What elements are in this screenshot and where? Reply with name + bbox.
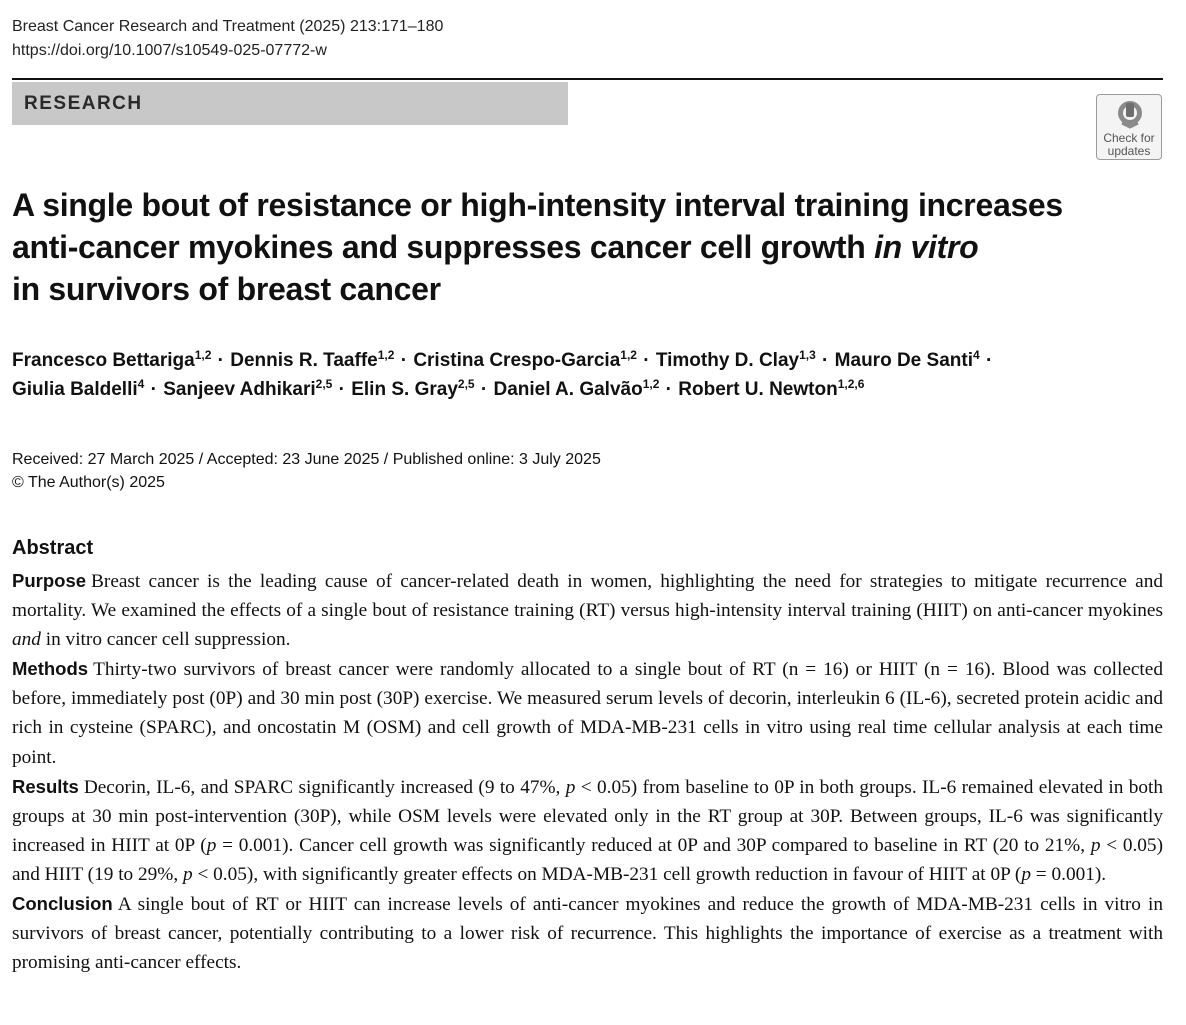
author-separator: · (816, 350, 834, 371)
author-separator: · (333, 379, 351, 400)
author[interactable]: Giulia Baldelli4 (12, 377, 145, 400)
abstract-conclusion: Conclusion A single bout of RT or HIIT ca… (12, 889, 1163, 977)
check-updates-line1: Check for (1103, 131, 1155, 145)
author-name[interactable]: Cristina Crespo-Garcia (413, 350, 621, 371)
author-affiliation: 1,2 (377, 348, 395, 362)
results-p-5: p (1021, 863, 1031, 885)
author[interactable]: Dennis R. Taaffe1,2 (230, 348, 395, 371)
author-separator: · (475, 379, 493, 400)
author-name[interactable]: Timothy D. Clay (655, 350, 800, 371)
results-text-6: = 0.001). (1030, 863, 1107, 885)
results-p-1: p (565, 776, 576, 798)
author[interactable]: Sanjeev Adhikari2,5 (163, 377, 333, 400)
author-name[interactable]: Elin S. Gray (351, 379, 458, 400)
author-name[interactable]: Giulia Baldelli (12, 379, 138, 400)
author-name[interactable]: Sanjeev Adhikari (163, 379, 316, 400)
purpose-text-a: Breast cancer is the leading cause of ca… (12, 571, 1163, 622)
author-name[interactable]: Dennis R. Taaffe (230, 350, 378, 371)
author[interactable]: Mauro De Santi4 (834, 348, 980, 371)
author-affiliation: 1,2,6 (837, 377, 865, 391)
check-updates-icon (1118, 101, 1142, 129)
author-name[interactable]: Robert U. Newton (678, 379, 838, 400)
check-updates-line2: updates (1107, 144, 1151, 158)
results-p-4: p (183, 863, 193, 885)
author-name[interactable]: Francesco Bettariga (12, 350, 195, 371)
author-separator: · (637, 350, 655, 371)
author-separator: · (980, 350, 993, 371)
section-label: RESEARCH (24, 93, 143, 114)
conclusion-text: A single bout of RT or HIIT can increase… (12, 894, 1163, 974)
methods-text: Thirty-two survivors of breast cancer we… (12, 659, 1163, 768)
results-text-3: = 0.001). Cancer cell growth was signifi… (216, 834, 1091, 856)
title-line-1: A single bout of resistance or high-inte… (12, 187, 1063, 223)
author-affiliation: 1,2 (642, 377, 660, 391)
author-affiliation: 1,2 (620, 348, 637, 362)
section-band: RESEARCH (12, 82, 568, 125)
conclusion-label: Conclusion (12, 893, 113, 915)
abstract-results: Results Decorin, IL-6, and SPARC signific… (12, 772, 1163, 889)
purpose-italic: and (12, 629, 41, 651)
author-list: Francesco Bettariga1,2 · Dennis R. Taaff… (12, 346, 1172, 404)
author-affiliation: 2,5 (457, 377, 475, 391)
article-title: A single bout of resistance or high-inte… (12, 184, 1132, 310)
results-p-2: p (206, 834, 217, 856)
journal-citation: Breast Cancer Research and Treatment (20… (12, 18, 444, 35)
author-separator: · (395, 350, 413, 371)
methods-label: Methods (12, 658, 89, 680)
purpose-label: Purpose (12, 570, 87, 591)
title-line-2: anti-cancer myokines and suppresses canc… (12, 226, 1132, 268)
title-line-3: in survivors of breast cancer (12, 271, 441, 307)
author-separator: · (212, 350, 230, 371)
author[interactable]: Francesco Bettariga1,2 (12, 348, 212, 371)
author-name[interactable]: Daniel A. Galvão (493, 379, 643, 400)
abstract-body: Purpose Breast cancer is the leading caus… (12, 566, 1163, 977)
header-rule (12, 78, 1163, 80)
author-affiliation: 1,2 (194, 348, 212, 362)
abstract-heading: Abstract (12, 537, 94, 559)
author[interactable]: Robert U. Newton1,2,6 (678, 377, 865, 400)
author[interactable]: Elin S. Gray2,5 (351, 377, 475, 400)
results-label: Results (12, 775, 79, 797)
author-separator: · (145, 379, 163, 400)
author-line-1: Francesco Bettariga1,2 · Dennis R. Taaff… (12, 346, 1172, 375)
abstract-purpose: Purpose Breast cancer is the leading caus… (12, 566, 1163, 654)
results-text-2: < 0.05) from baseline to 0P in both grou… (12, 776, 1163, 856)
doi-link[interactable]: https://doi.org/10.1007/s10549-025-07772… (12, 42, 327, 59)
check-updates-text: Check for updates (1097, 132, 1161, 158)
copyright: © The Author(s) 2025 (12, 474, 165, 491)
author-affiliation: 2,5 (315, 377, 333, 391)
results-text-1: Decorin, IL-6, and SPARC significantly i… (83, 776, 566, 798)
check-for-updates-button[interactable]: Check for updates (1096, 94, 1162, 160)
purpose-text-b: in vitro cancer cell suppression. (40, 629, 291, 651)
abstract-methods: Methods Thirty-two survivors of breast ca… (12, 654, 1163, 771)
author-line-2: Giulia Baldelli4 · Sanjeev Adhikari2,5 ·… (12, 375, 1172, 404)
author-separator: · (660, 379, 678, 400)
author-affiliation: 4 (137, 377, 145, 391)
publication-dates: Received: 27 March 2025 / Accepted: 23 J… (12, 451, 601, 468)
title-line-2-text: anti-cancer myokines and suppresses canc… (12, 229, 875, 265)
author-affiliation: 4 (972, 348, 980, 362)
title-line-2-italic: in vitro (874, 229, 979, 265)
results-text-4: < 0.05) and HIIT (19 to 29%, (12, 834, 1163, 885)
author[interactable]: Daniel A. Galvão1,2 (493, 377, 660, 400)
author-affiliation: 1,3 (799, 348, 816, 362)
results-p-3: p (1090, 834, 1101, 856)
author[interactable]: Timothy D. Clay1,3 (655, 348, 816, 371)
results-text-5: < 0.05), with significantly greater effe… (192, 863, 1022, 885)
author-name[interactable]: Mauro De Santi (834, 350, 973, 371)
author[interactable]: Cristina Crespo-Garcia1,2 (413, 348, 637, 371)
